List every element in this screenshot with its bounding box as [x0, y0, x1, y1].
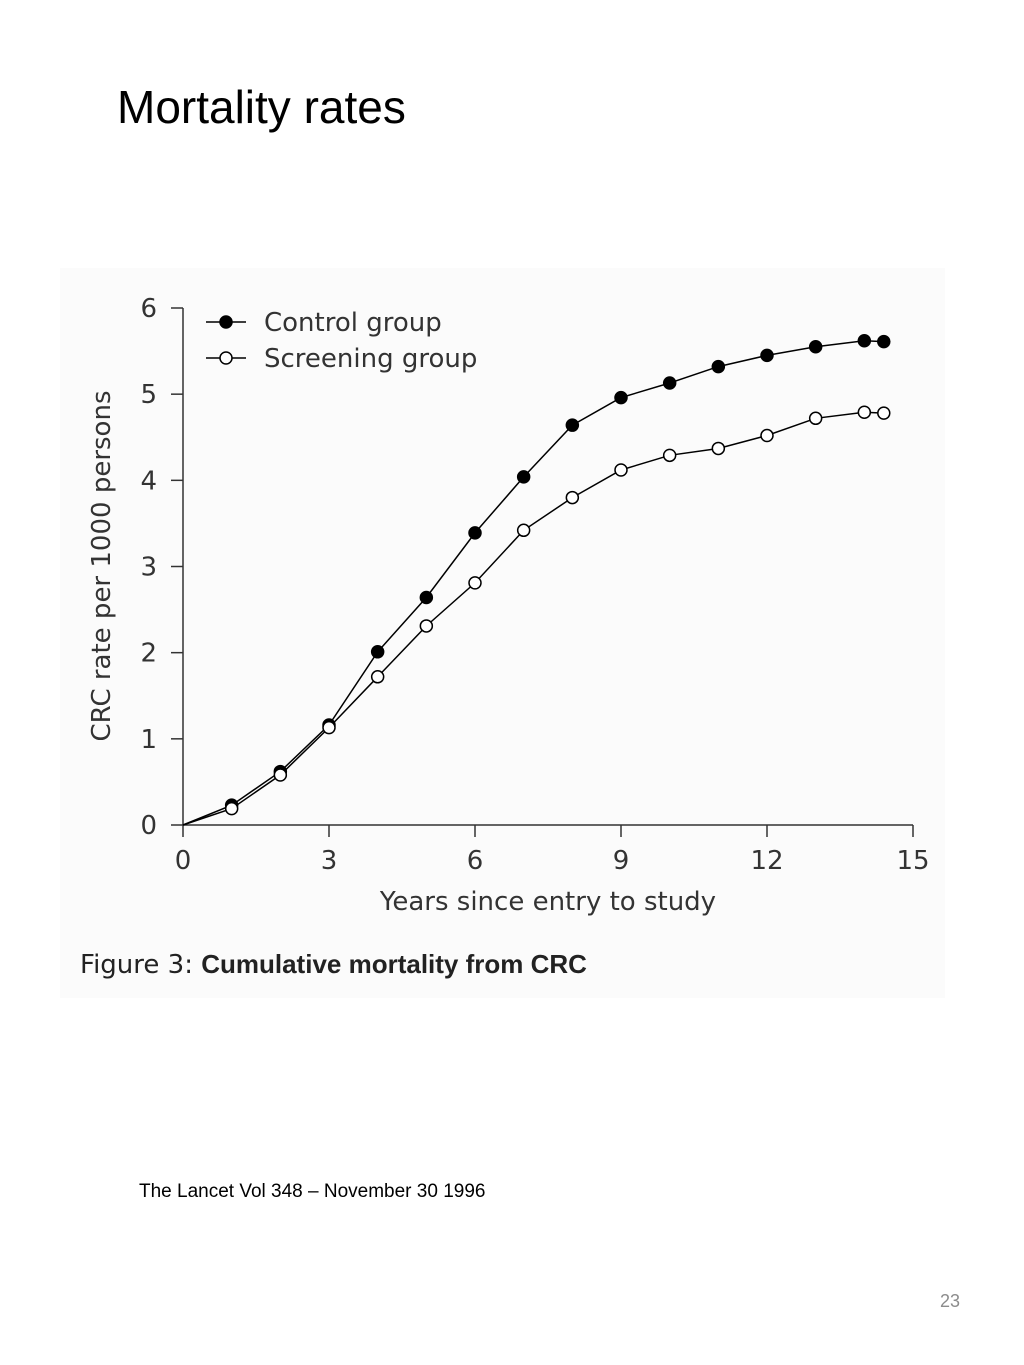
y-tick-label: 0 [140, 811, 157, 841]
control-group-legend-label: Control group [264, 308, 442, 338]
screening-group-point [565, 490, 580, 505]
control-group-point [516, 470, 531, 484]
screening-group-legend-marker [219, 351, 233, 365]
x-tick-label: 9 [613, 846, 630, 876]
control-group-point [711, 359, 726, 374]
slide-title: Mortality rates [117, 81, 406, 133]
figure-panel: 0 1 2 3 4 5 6 0 3 6 9 12 15 Control group Screening g… [60, 268, 945, 998]
y-tick-label: 2 [140, 639, 157, 669]
screening-group-point [419, 619, 434, 633]
chart-series [182, 333, 891, 826]
control-group-point [808, 340, 823, 354]
control-group-point [419, 590, 434, 605]
x-tick-label: 12 [750, 846, 783, 876]
control-group-point [614, 390, 628, 405]
x-axis-label: Years since entry to study [379, 887, 716, 917]
y-tick-label: 4 [140, 466, 157, 496]
figure-caption-title: Cumulative mortality from CRC [201, 949, 587, 979]
x-tick-label: 3 [321, 846, 338, 876]
control-group-point [857, 333, 872, 348]
screening-group-point [808, 411, 823, 426]
page-number: 23 [939, 1291, 960, 1311]
figure-caption: Figure 3: Cumulative mortality from CRC [80, 949, 587, 980]
figure-caption-prefix: Figure 3: [80, 950, 201, 980]
control-group-legend-marker [219, 315, 233, 329]
screening-group-point [662, 448, 677, 463]
control-group-point [877, 334, 891, 349]
screening-group-point [224, 801, 239, 816]
screening-group-point [516, 523, 531, 538]
screening-group-point [273, 768, 288, 782]
y-tick-label: 6 [140, 294, 157, 324]
y-tick-label: 5 [140, 380, 157, 410]
y-tick-label: 1 [140, 725, 157, 755]
screening-group-point [857, 405, 872, 420]
screening-group-point [322, 720, 336, 735]
chart-legend: Control group Screening group [206, 308, 477, 374]
screening-group-point [760, 428, 774, 443]
control-group-point [760, 348, 774, 363]
x-tick-label: 0 [175, 846, 192, 876]
screening-group-point [468, 576, 482, 590]
y-axis-label: CRC rate per 1000 persons [87, 391, 117, 742]
x-tick-label: 6 [467, 846, 484, 876]
control-group-point [370, 645, 385, 659]
screening-group-legend-label: Screening group [264, 344, 477, 374]
screening-group-point [614, 463, 628, 477]
control-group-point [565, 418, 580, 432]
x-tick-label: 15 [896, 846, 929, 876]
control-group-point [468, 526, 482, 540]
y-tick-label: 3 [140, 553, 157, 583]
screening-group-point [711, 441, 726, 456]
source-note: The Lancet Vol 348 – November 30 1996 [139, 1181, 486, 1202]
control-group-point [662, 376, 677, 390]
screening-group-point [370, 670, 385, 684]
screening-group-point [877, 406, 891, 420]
control-group-line [182, 339, 884, 826]
screening-group-line [182, 411, 884, 826]
